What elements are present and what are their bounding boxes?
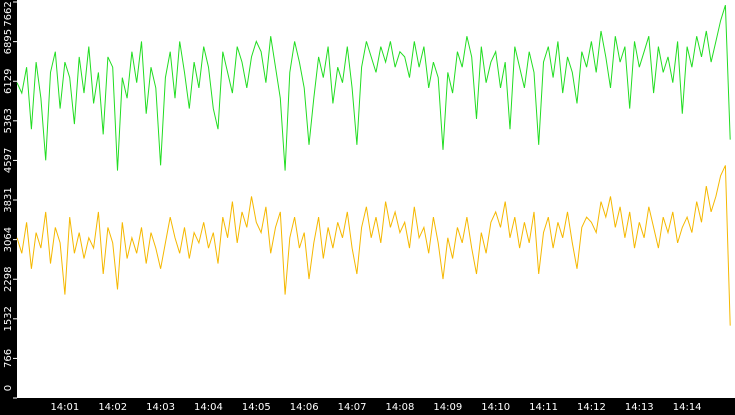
x-tick-label: 14:09 (433, 402, 462, 413)
y-tick-label: 766 (3, 349, 14, 368)
x-tick-label: 14:04 (194, 402, 223, 413)
y-tick-label: 2298 (3, 267, 14, 292)
x-tick-label: 14:13 (625, 402, 654, 413)
x-tick-label: 14:02 (98, 402, 127, 413)
y-tick-label: 3064 (3, 227, 14, 252)
x-tick-label: 14:14 (673, 402, 702, 413)
x-tick-label: 14:03 (146, 402, 175, 413)
series-line (16, 165, 731, 326)
x-tick-label: 14:08 (386, 402, 415, 413)
x-tick-label: 14:10 (481, 402, 510, 413)
x-tick-label: 14:12 (577, 402, 606, 413)
x-tick-label: 14:11 (529, 402, 558, 413)
x-tick-label: 14:06 (290, 402, 319, 413)
y-tick-label: 4597 (3, 148, 14, 173)
y-tick-label: 1532 (3, 306, 14, 331)
y-tick-label: 6895 (3, 29, 14, 54)
y-tick-label: 0 (3, 385, 14, 391)
series-line (16, 5, 731, 171)
y-tick-label: 3831 (3, 187, 14, 212)
x-tick-label: 14:01 (50, 402, 79, 413)
y-tick-label: 7662 (3, 1, 14, 26)
x-tick-label: 14:07 (338, 402, 367, 413)
y-tick-label: 6129 (3, 69, 14, 94)
x-tick-label: 14:05 (242, 402, 271, 413)
y-axis-strip (0, 0, 17, 415)
y-tick-label: 5363 (3, 108, 14, 133)
x-axis-strip (0, 398, 735, 415)
